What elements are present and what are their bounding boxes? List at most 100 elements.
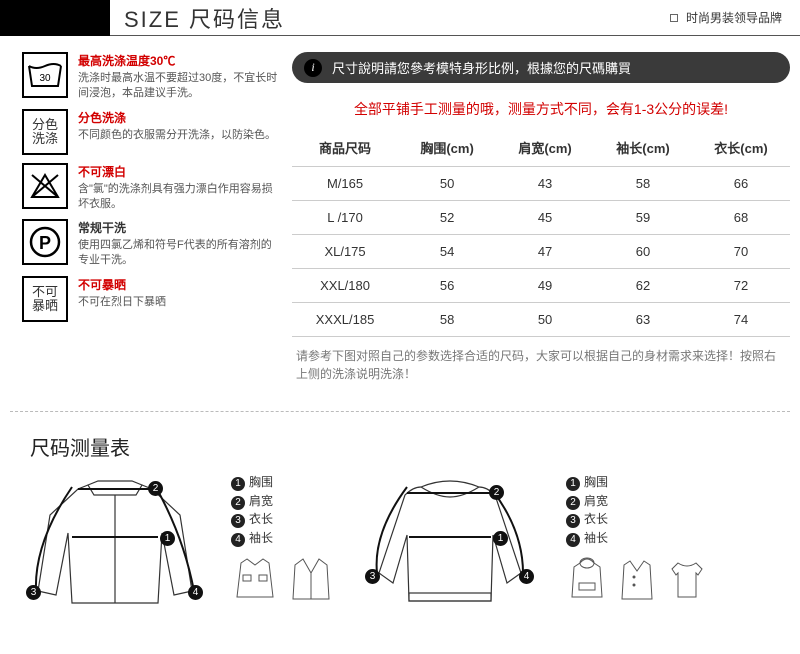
table-note: 请参考下图对照自己的参数选择合适的尺码，大家可以根据自己的身材需求来选择！按照右… — [292, 337, 790, 383]
table-cell: XXXL/185 — [292, 303, 398, 337]
size-table: 商品尺码 胸围(cm) 肩宽(cm) 袖长(cm) 衣长(cm) M/16550… — [292, 129, 790, 337]
legend-list: 1胸围2肩宽3衣长4袖长 — [231, 473, 335, 547]
table-cell: 58 — [398, 303, 496, 337]
dryclean-p-icon: P — [22, 219, 68, 265]
legend-block: 1胸围2肩宽3衣长4袖长 — [566, 473, 708, 605]
badge-3-icon: 3 — [26, 585, 41, 600]
table-cell: 52 — [398, 201, 496, 235]
table-row: XL/17554476070 — [292, 235, 790, 269]
th: 胸围(cm) — [398, 129, 496, 167]
table-cell: 58 — [594, 167, 692, 201]
care-item: 分色 洗涤 分色洗涤 不同颜色的衣服需分开洗涤，以防染色。 — [22, 109, 282, 155]
table-cell: L /170 — [292, 201, 398, 235]
table-cell: 59 — [594, 201, 692, 235]
badge-1-icon: 1 — [493, 531, 508, 546]
jacket-thumb-icon — [231, 553, 279, 605]
table-cell: 50 — [398, 167, 496, 201]
care-desc: 不可在烈日下暴晒 — [78, 295, 166, 310]
care-item: P 常规干洗 使用四氯乙烯和符号F代表的所有溶剂的专业干洗。 — [22, 219, 282, 268]
care-desc: 不同颜色的衣服需分开洗涤，以防染色。 — [78, 128, 276, 143]
legend-item: 1胸围 — [566, 473, 708, 492]
legend-block: 1胸围2肩宽3衣长4袖长 — [231, 473, 335, 605]
care-desc: 含"氯"的洗涤剂具有强力漂白作用容易损坏衣服。 — [78, 182, 282, 212]
measurement-title: 尺码测量表 — [30, 432, 800, 461]
legend-item: 4袖长 — [231, 529, 335, 548]
separate-wash-icon: 分色 洗涤 — [22, 109, 68, 155]
table-row: XXL/18056496272 — [292, 269, 790, 303]
table-row: M/16550435866 — [292, 167, 790, 201]
badge-4-icon: 4 — [519, 569, 534, 584]
thumbnail-row — [566, 553, 708, 605]
size-section: i 尺寸說明請您參考模特身形比例，根據您的尺碼購買 全部平铺手工测量的哦，测量方… — [292, 52, 790, 383]
badge-2-icon: 2 — [148, 481, 163, 496]
table-cell: 68 — [692, 201, 790, 235]
table-cell: 56 — [398, 269, 496, 303]
badge-1-icon: 1 — [160, 531, 175, 546]
cardigan-thumb-icon — [616, 553, 658, 605]
table-cell: 63 — [594, 303, 692, 337]
svg-text:30: 30 — [39, 73, 51, 84]
main-content: 30 最高洗涤温度30℃ 洗涤时最高水温不要超过30度，不宜长时间浸泡，本品建议… — [0, 36, 800, 389]
square-icon — [670, 14, 678, 22]
table-row: XXXL/18558506374 — [292, 303, 790, 337]
legend-item: 2肩宽 — [231, 492, 335, 511]
page-title: SIZE 尺码信息 — [110, 2, 285, 34]
tshirt-thumb-icon — [666, 553, 708, 605]
measurement-warning: 全部平铺手工测量的哦，测量方式不同，会有1-3公分的误差! — [292, 83, 790, 129]
th: 肩宽(cm) — [496, 129, 594, 167]
top-bar: SIZE 尺码信息 时尚男装领导品牌 — [0, 0, 800, 36]
table-cell: XXL/180 — [292, 269, 398, 303]
table-cell: 49 — [496, 269, 594, 303]
table-cell: 47 — [496, 235, 594, 269]
care-item: 不可漂白 含"氯"的洗涤剂具有强力漂白作用容易损坏衣服。 — [22, 163, 282, 212]
table-cell: 45 — [496, 201, 594, 235]
info-pill: i 尺寸說明請您參考模特身形比例，根據您的尺碼購買 — [292, 52, 790, 83]
svg-text:P: P — [39, 233, 51, 253]
table-cell: 74 — [692, 303, 790, 337]
care-item: 30 最高洗涤温度30℃ 洗涤时最高水温不要超过30度，不宜长时间浸泡，本品建议… — [22, 52, 282, 101]
sweater-diagram: 1 2 3 4 — [363, 473, 538, 616]
care-title: 常规干洗 — [78, 219, 282, 236]
legend-item: 3衣长 — [566, 510, 708, 529]
care-desc: 洗涤时最高水温不要超过30度，不宜长时间浸泡，本品建议手洗。 — [78, 71, 282, 101]
table-cell: 70 — [692, 235, 790, 269]
table-cell: 72 — [692, 269, 790, 303]
thumbnail-row — [231, 553, 335, 605]
legend-item: 1胸围 — [231, 473, 335, 492]
pill-text: 尺寸說明請您參考模特身形比例，根據您的尺碼購買 — [332, 58, 631, 77]
badge-2-icon: 2 — [489, 485, 504, 500]
care-title: 不可暴晒 — [78, 276, 166, 293]
legend-item: 4袖长 — [566, 529, 708, 548]
table-header-row: 商品尺码 胸围(cm) 肩宽(cm) 袖长(cm) 衣长(cm) — [292, 129, 790, 167]
table-cell: 54 — [398, 235, 496, 269]
table-cell: XL/175 — [292, 235, 398, 269]
wash-30-icon: 30 — [22, 52, 68, 98]
care-title: 分色洗涤 — [78, 109, 276, 126]
brand-text: 时尚男装领导品牌 — [686, 9, 782, 26]
care-item: 不可 暴晒 不可暴晒 不可在烈日下暴晒 — [22, 276, 282, 322]
brand-tag: 时尚男装领导品牌 — [670, 9, 800, 26]
no-bleach-icon — [22, 163, 68, 209]
table-row: L /17052455968 — [292, 201, 790, 235]
legend-item: 2肩宽 — [566, 492, 708, 511]
table-cell: 60 — [594, 235, 692, 269]
badge-4-icon: 4 — [188, 585, 203, 600]
care-title: 不可漂白 — [78, 163, 282, 180]
th: 袖长(cm) — [594, 129, 692, 167]
table-cell: 43 — [496, 167, 594, 201]
shirt-diagram: 1 2 3 4 — [28, 473, 203, 616]
table-cell: M/165 — [292, 167, 398, 201]
care-instructions: 30 最高洗涤温度30℃ 洗涤时最高水温不要超过30度，不宜长时间浸泡，本品建议… — [22, 52, 282, 383]
hoodie-thumb-icon — [566, 553, 608, 605]
blazer-thumb-icon — [287, 553, 335, 605]
table-cell: 66 — [692, 167, 790, 201]
care-desc: 使用四氯乙烯和符号F代表的所有溶剂的专业干洗。 — [78, 238, 282, 268]
no-sun-icon: 不可 暴晒 — [22, 276, 68, 322]
badge-3-icon: 3 — [365, 569, 380, 584]
legend-list: 1胸围2肩宽3衣长4袖长 — [566, 473, 708, 547]
th: 商品尺码 — [292, 129, 398, 167]
measurement-diagrams: 1 2 3 4 1胸围2肩宽3衣长4袖长 1 2 3 4 — [0, 473, 800, 634]
logo-block — [0, 0, 110, 36]
divider — [10, 411, 790, 412]
th: 衣长(cm) — [692, 129, 790, 167]
